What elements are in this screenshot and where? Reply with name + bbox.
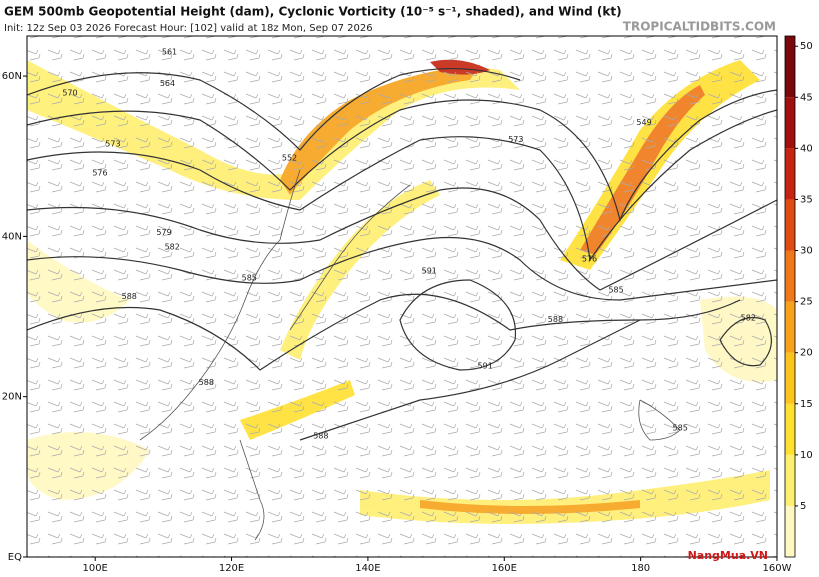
colorbar-tick-label: 25: [800, 297, 813, 308]
colorbar: 5 10 15 20 25 30 35 40 45 50: [784, 35, 813, 558]
colorbar-tick-label: 40: [800, 143, 813, 154]
contour-label: 552: [282, 153, 297, 162]
colorbar-band: [785, 199, 795, 251]
colorbar-band: [785, 403, 795, 455]
lon-tick-label: 180: [631, 563, 650, 573]
contour-label: 570: [62, 88, 77, 97]
contour-label: 591: [478, 362, 493, 371]
lat-tick-label: 20N: [2, 392, 22, 403]
contour-label: 576: [582, 254, 597, 263]
colorbar-band: [785, 352, 795, 404]
map-frame: [26, 35, 778, 558]
lon-tick-label: 140E: [355, 563, 380, 573]
contour-label: 591: [422, 266, 437, 275]
contour-label: 588: [122, 292, 137, 301]
contour-labels: 561 564 570 573 576 579 582 585 588 588 552 591 591 5…: [62, 48, 756, 441]
colorbar-tick-label: 10: [800, 450, 813, 461]
contour-label: 588: [548, 315, 563, 324]
wind-barbs: [27, 36, 777, 557]
lat-tick-label: 40N: [2, 231, 22, 242]
colorbar-band: [785, 36, 795, 98]
lon-tick-label: 100E: [82, 563, 107, 573]
colorbar-band: [785, 250, 795, 302]
colorbar-frame: [784, 35, 796, 558]
contour-label: 582: [741, 314, 756, 323]
lon-tick-label: 160E: [492, 563, 517, 573]
colorbar-band: [785, 454, 795, 506]
coastlines: [139, 169, 681, 541]
map-area: 561 564 570 573 576 579 582 585 588 588 552 591 591 5…: [27, 36, 777, 557]
colorbar-band: [785, 97, 795, 149]
source: TROPICALTIDBITS.COM: [623, 20, 776, 34]
colorbar-band: [785, 148, 795, 200]
colorbar-tick-label: 45: [800, 92, 813, 103]
colorbar-tick-label: 50: [800, 41, 813, 52]
contour-label: 582: [165, 242, 180, 251]
watermark: NangMua.VN: [688, 549, 768, 562]
contour-label: 579: [156, 228, 171, 237]
lat-tick-label: EQ: [8, 552, 22, 563]
contour-label: 585: [673, 423, 688, 432]
contour-label: 585: [242, 274, 257, 283]
contour-label: 564: [160, 79, 175, 88]
contour-label: 588: [313, 431, 328, 440]
colorbar-tick-label: 35: [800, 194, 813, 205]
contour-label: 561: [162, 48, 177, 57]
colorbar-band: [785, 301, 795, 353]
lon-tick-label: 120E: [219, 563, 244, 573]
contour-label: 588: [199, 378, 214, 387]
colorbar-tick-label: 15: [800, 399, 813, 410]
colorbar-tick-label: 5: [800, 501, 806, 512]
height-contours: [27, 67, 777, 441]
title: GEM 500mb Geopotential Height (dam), Cyc…: [4, 5, 622, 19]
colorbar-tick-label: 30: [800, 246, 813, 257]
lat-tick-label: 60N: [2, 71, 22, 82]
colorbar-band: [785, 505, 795, 557]
lon-tick-label: 160W: [763, 563, 792, 573]
contour-label: 549: [636, 118, 651, 127]
contour-label: 585: [608, 286, 623, 295]
colorbar-tick-label: 20: [800, 348, 813, 359]
contour-label: 573: [508, 135, 523, 144]
contour-label: 573: [105, 140, 120, 149]
subtitle: Init: 12z Sep 03 2026 Forecast Hour: [10…: [4, 23, 373, 34]
contour-label: 576: [92, 169, 107, 178]
